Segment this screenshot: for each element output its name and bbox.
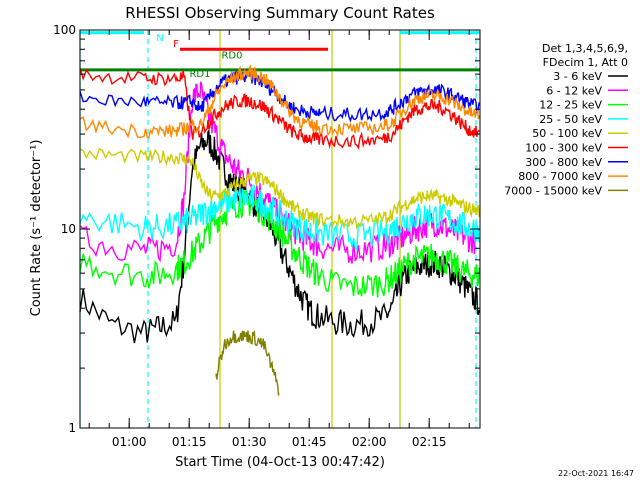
legend-label: 800 - 7000 keV xyxy=(518,170,602,183)
x-tick-label: 01:45 xyxy=(292,435,327,449)
series-line-3 xyxy=(79,183,480,252)
legend-label: 6 - 12 keV xyxy=(546,84,602,97)
axes: 1 10 100 01:00 01:15 01:30 01:45 02:00 02:15 xyxy=(53,23,481,449)
y-axis-label: Count Rate (s⁻¹ detector⁻¹) xyxy=(29,140,44,317)
y-tick-label: 1 xyxy=(68,421,76,435)
legend-header: Det 1,3,4,5,6,9, xyxy=(542,42,628,55)
legend-label: 25 - 50 keV xyxy=(539,113,602,126)
legend-label: 7000 - 15000 keV xyxy=(504,184,602,197)
flag-label: RD1 xyxy=(189,69,210,80)
legend-label: 3 - 6 keV xyxy=(553,70,602,83)
legend-label: 12 - 25 keV xyxy=(539,99,602,112)
legend: Det 1,3,4,5,6,9,FDecim 1, Att 03 - 6 keV… xyxy=(504,42,628,197)
x-tick-label: 02:15 xyxy=(412,435,447,449)
footer-timestamp: 22-Oct-2021 16:47 xyxy=(558,469,634,478)
x-tick-label: 02:00 xyxy=(352,435,387,449)
series-line-7 xyxy=(79,64,480,139)
legend-header: FDecim 1, Att 0 xyxy=(543,56,628,69)
y-tick-label: 10 xyxy=(61,222,76,236)
legend-label: 100 - 300 keV xyxy=(525,142,602,155)
series-line-4 xyxy=(79,147,480,230)
series-line-8 xyxy=(215,329,280,397)
legend-label: 50 - 100 keV xyxy=(532,127,602,140)
x-tick-label: 01:30 xyxy=(232,435,267,449)
flag-label: RD0 xyxy=(221,50,242,61)
plot-area: NF RD1 RD0 xyxy=(79,30,480,428)
x-axis-label: Start Time (04-Oct-13 00:47:42) xyxy=(175,455,385,470)
legend-label: 300 - 800 keV xyxy=(525,156,602,169)
chart-title: RHESSI Observing Summary Count Rates xyxy=(125,4,435,22)
flag-label: F xyxy=(173,39,179,50)
series-line-5 xyxy=(79,67,480,150)
series-line-2 xyxy=(79,189,480,298)
flag-label: N xyxy=(156,33,163,44)
x-tick-label: 01:00 xyxy=(112,435,147,449)
y-tick-label: 100 xyxy=(53,23,76,37)
series-line-6 xyxy=(79,69,480,123)
x-tick-label: 01:15 xyxy=(172,435,207,449)
